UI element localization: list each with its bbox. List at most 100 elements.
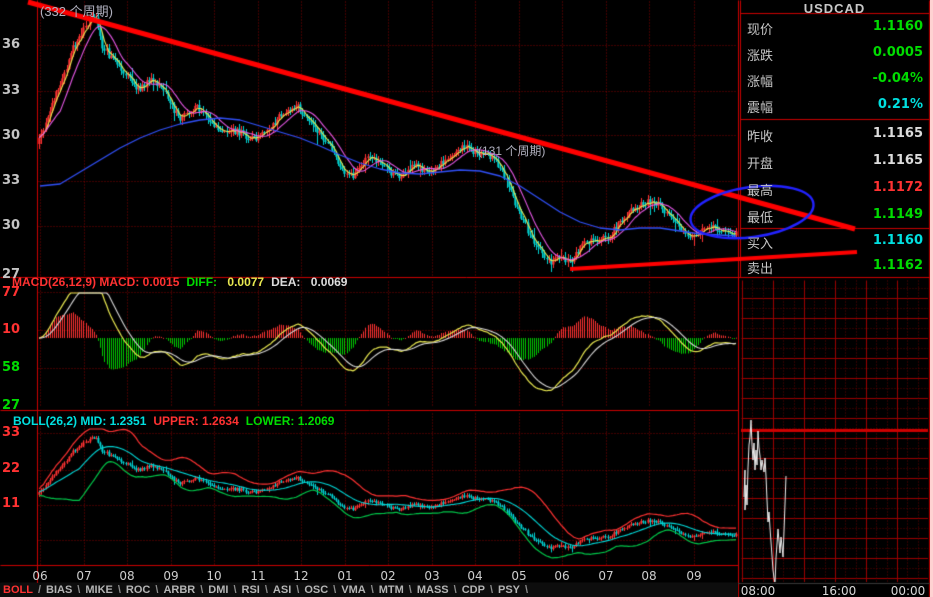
period-count-label: (332 个周期) [40,4,113,19]
boll-mid-value: BOLL(26,2) MID: 1.2351 [13,414,147,428]
quote-row-value: 0.0005 [872,45,923,60]
boll-axis-label: 22 [2,461,21,476]
tab-item-psy[interactable]: PSY [498,584,521,596]
quote-row-label: 买入 [747,236,774,251]
month-label: 04 [467,569,483,583]
panel-right-edge [930,0,933,597]
indicator-tab-bar: BOLL / BIAS \ MIKE \ ROC \ ARBR \ DMI \ RSI \ ASI \ OSC… [0,583,738,597]
dea-value: 0.0069 [310,275,348,289]
price-axis-label: 33 [2,173,21,188]
macd-header: MACD(26,12,9) MACD: 0.0015 DIFF: 0.0077 DE… [12,276,354,288]
boll-axis-label: 33 [2,425,21,440]
boll-header: BOLL(26,2) MID: 1.2351 UPPER: 1.2634 LOWER… [13,415,341,427]
quote-row-label: 卖出 [747,261,774,276]
tab-item-mike[interactable]: MIKE [85,584,113,596]
quote-row-value: 1.1172 [872,180,923,195]
tab-separator-icon: \ [489,584,493,596]
quote-row-label: 涨跌 [747,48,774,63]
tab-separator-icon: \ [233,584,237,596]
tab-item-vma[interactable]: VMA [341,584,366,596]
quote-row-value: 0.21% [877,97,923,112]
quote-row: 卖出 1.1162 [740,258,929,276]
boll-upper-value: UPPER: 1.2634 [153,414,239,428]
month-label: 09 [163,569,179,583]
quote-row: 最高 1.1172 [740,180,929,198]
macd-axis-label: 10 [2,322,21,337]
tab-item-bias[interactable]: BIAS [46,584,73,596]
quote-row: 最低 1.1149 [740,207,929,225]
tab-item-asi[interactable]: ASI [272,584,292,596]
month-label: 05 [511,569,527,583]
quote-row-label: 开盘 [747,156,774,171]
time-label: 16:00 [821,584,857,597]
diff-label: DIFF: [186,275,218,289]
tab-separator-icon: \ [453,584,457,596]
quote-row: 开盘 1.1165 [740,153,929,171]
period-count-label-2: (131 个周期) [478,144,546,158]
tab-separator-icon: \ [200,584,204,596]
dea-label: DEA: [271,275,301,289]
time-label: 00:00 [890,584,926,597]
month-label: 09 [686,569,702,583]
quote-row-value: 1.1160 [872,19,923,34]
price-axis-label: 36 [2,37,21,52]
quote-row-value: 1.1149 [872,207,923,222]
tab-separator-icon: \ [264,584,268,596]
tab-separator-icon: \ [117,584,121,596]
boll-axis-label: 11 [2,496,21,511]
quote-row: 买入 1.1160 [740,233,929,251]
tab-separator-icon: \ [333,584,337,596]
quote-row-label: 涨幅 [747,74,774,89]
time-label: 08:00 [740,584,776,597]
tab-boll-selected[interactable]: BOLL [3,584,33,596]
quote-row-label: 震幅 [747,100,774,115]
quote-row: 震幅 0.21% [740,97,929,115]
tab-separator-icon: / [37,584,42,596]
month-label: 03 [424,569,440,583]
month-label: 07 [598,569,614,583]
quote-row-label: 现价 [747,22,774,37]
quote-row: 昨收 1.1165 [740,126,929,144]
tab-separator-icon: \ [408,584,412,596]
tab-item-rsi[interactable]: RSI [241,584,260,596]
tab-separator-icon: \ [296,584,300,596]
quote-row: 涨幅 -0.04% [740,71,929,89]
price-axis-label: 30 [2,128,21,143]
month-label: 06 [32,569,48,583]
month-label: 02 [380,569,396,583]
tab-separator-icon: \ [77,584,81,596]
macd-axis-label: 58 [2,360,21,375]
quote-row-label: 昨收 [747,129,774,144]
tab-separator-icon: \ [370,584,374,596]
quote-row: 现价 1.1160 [740,19,929,37]
quote-row-value: 1.1165 [872,153,923,168]
tab-item-osc[interactable]: OSC [304,584,329,596]
quote-row-value: 1.1162 [872,258,923,273]
symbol-title: USDCAD [803,1,866,16]
macd-axis-label: 77 [2,285,21,300]
quote-row: 涨跌 0.0005 [740,45,929,63]
macd-params-value: MACD(26,12,9) MACD: 0.0015 [12,275,180,289]
month-label: 08 [119,569,135,583]
tab-item-mtm[interactable]: MTM [378,584,404,596]
macd-axis-label: 27 [2,398,21,413]
month-label: 12 [293,569,309,583]
tab-separator-icon: \ [525,584,529,596]
price-axis-label: 33 [2,83,21,98]
month-label: 11 [250,569,266,583]
tab-item-cdp[interactable]: CDP [461,584,485,596]
price-axis-label: 27 [2,267,21,282]
tab-item-dmi[interactable]: DMI [208,584,229,596]
quote-row-value: 1.1165 [872,126,923,141]
tab-item-arbr[interactable]: ARBR [163,584,196,596]
diff-value: 0.0077 [227,275,265,289]
month-label: 10 [206,569,222,583]
tab-item-roc[interactable]: ROC [125,584,151,596]
tab-item-mass[interactable]: MASS [416,584,449,596]
month-label: 07 [76,569,92,583]
quote-row-label: 最低 [747,210,774,225]
boll-lower-value: LOWER: 1.2069 [245,414,335,428]
quote-row-value: 1.1160 [872,233,923,248]
